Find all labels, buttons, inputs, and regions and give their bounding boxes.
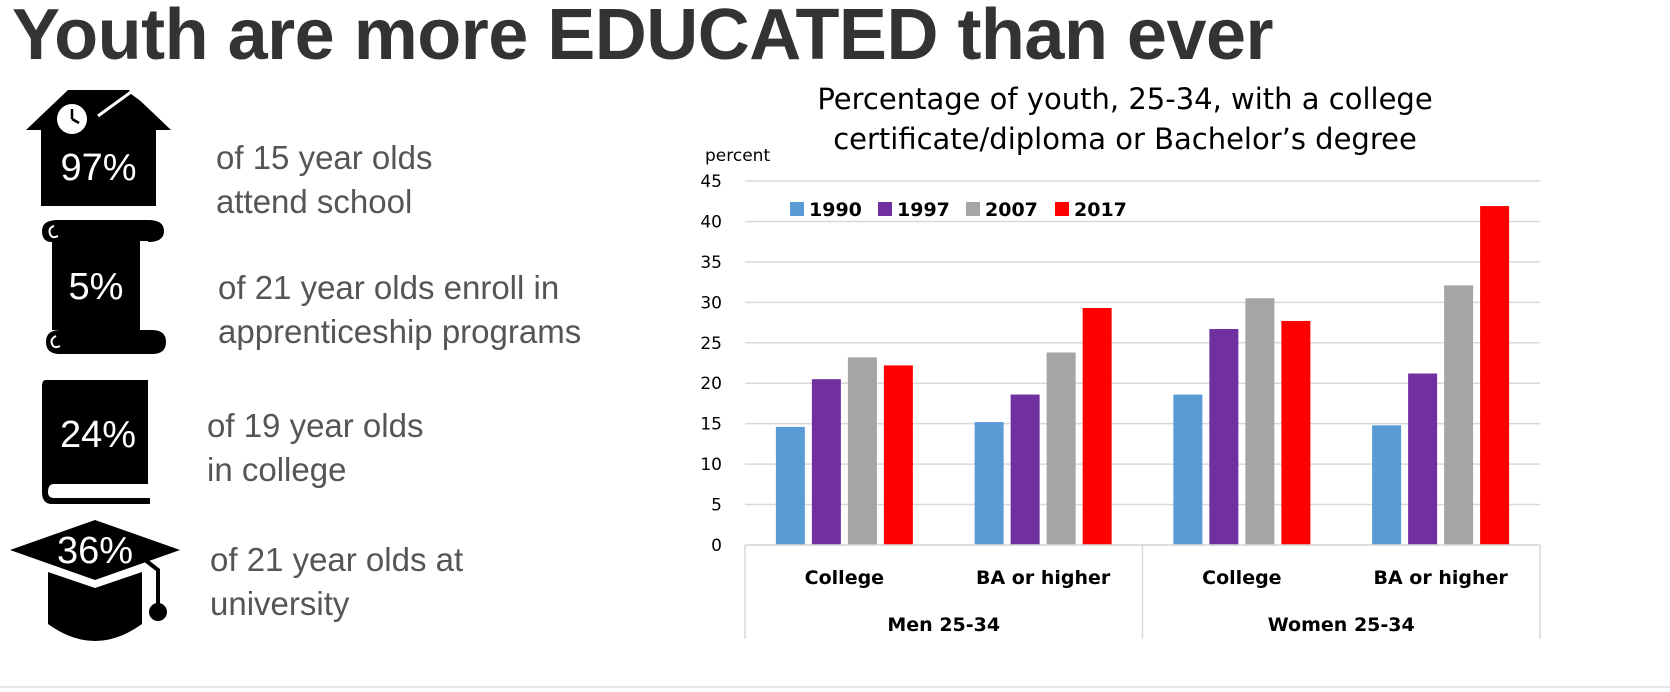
- bar-1997: [811, 379, 841, 545]
- bar-2017: [1281, 320, 1311, 545]
- stat-percent: 36%: [56, 530, 134, 572]
- legend-swatch-1990: [790, 202, 804, 216]
- legend-label: 1990: [809, 199, 862, 221]
- legend: 1990 1997 2007 2017: [790, 199, 1127, 221]
- stat-line: university: [210, 585, 350, 622]
- y-tick-label: 10: [700, 455, 722, 475]
- page-title: Youth are more EDUCATED than ever: [12, 0, 1274, 75]
- chart-title-line-1: Percentage of youth, 25-34, with a colle…: [817, 82, 1432, 116]
- bar-1990: [974, 422, 1004, 545]
- bar-2007: [1245, 298, 1275, 545]
- stat-line: apprenticeship programs: [218, 313, 582, 350]
- bar-2017: [1480, 206, 1510, 545]
- stat-description: of 21 year olds enroll in apprenticeship…: [218, 266, 581, 354]
- x-category-label: College: [1202, 567, 1281, 589]
- stat-line: of 19 year olds: [207, 407, 424, 444]
- y-axis-label: percent: [705, 146, 770, 166]
- x-category-label: BA or higher: [976, 567, 1111, 589]
- x-group-label: Men 25-34: [887, 614, 1000, 636]
- stat-description: of 19 year olds in college: [207, 404, 423, 492]
- y-tick-label: 40: [700, 212, 722, 232]
- legend-swatch-2017: [1055, 202, 1069, 216]
- y-tick-label: 25: [700, 334, 722, 354]
- school-house-clock-icon: 97%: [26, 86, 171, 208]
- y-tick-label: 30: [700, 293, 722, 313]
- chart-title-line-2: certificate/diploma or Bachelor’s degree: [833, 122, 1417, 156]
- graduation-cap-icon: 36%: [10, 520, 180, 648]
- bars: [775, 206, 1510, 545]
- bar-1997: [1408, 373, 1438, 545]
- y-tick-label: 0: [711, 536, 722, 556]
- x-group-label: Women 25-34: [1268, 614, 1415, 636]
- stat-line: of 21 year olds at: [210, 541, 464, 578]
- stat-description: of 15 year olds attend school: [216, 136, 432, 224]
- y-tick-label: 35: [700, 253, 722, 273]
- bar-2007: [1046, 352, 1076, 545]
- bar-2007: [847, 357, 877, 545]
- bar-2007: [1444, 285, 1474, 545]
- x-category-label: BA or higher: [1373, 567, 1508, 589]
- y-tick-label: 15: [700, 415, 722, 435]
- bar-1990: [1372, 425, 1402, 545]
- stat-line: attend school: [216, 183, 413, 220]
- bar-2017: [1082, 307, 1112, 545]
- stat-line: in college: [207, 451, 347, 488]
- y-axis-ticks: 0 5 10 15 20 25 30 35 40 45: [700, 172, 722, 556]
- stat-percent: 97%: [60, 147, 137, 189]
- y-tick-label: 20: [700, 374, 722, 394]
- y-tick-label: 5: [711, 496, 722, 516]
- bar-2017: [883, 365, 913, 545]
- bar-1990: [775, 426, 805, 545]
- book-icon: 24%: [42, 378, 154, 506]
- stat-line: of 15 year olds: [216, 139, 433, 176]
- legend-label: 2017: [1074, 199, 1127, 221]
- gridlines: [745, 180, 1540, 546]
- y-tick-label: 45: [700, 172, 722, 192]
- x-axis: College BA or higher College BA or higher Me…: [744, 544, 1541, 639]
- bar-1997: [1010, 394, 1040, 545]
- x-category-label: College: [805, 567, 884, 589]
- bar-chart: Percentage of youth, 25-34, with a colle…: [700, 82, 1541, 639]
- legend-label: 1997: [897, 199, 950, 221]
- stat-description: of 21 year olds at university: [210, 538, 463, 626]
- stat-line: of 21 year olds enroll in: [218, 269, 560, 306]
- legend-swatch-2007: [966, 202, 980, 216]
- legend-label: 2007: [985, 199, 1038, 221]
- legend-swatch-1997: [878, 202, 892, 216]
- bar-1997: [1209, 329, 1239, 545]
- divider: [0, 686, 1670, 688]
- stat-percent: 24%: [59, 414, 137, 456]
- diploma-scroll-icon: 5%: [42, 218, 166, 354]
- stat-percent: 5%: [68, 266, 124, 308]
- bar-1990: [1173, 394, 1203, 545]
